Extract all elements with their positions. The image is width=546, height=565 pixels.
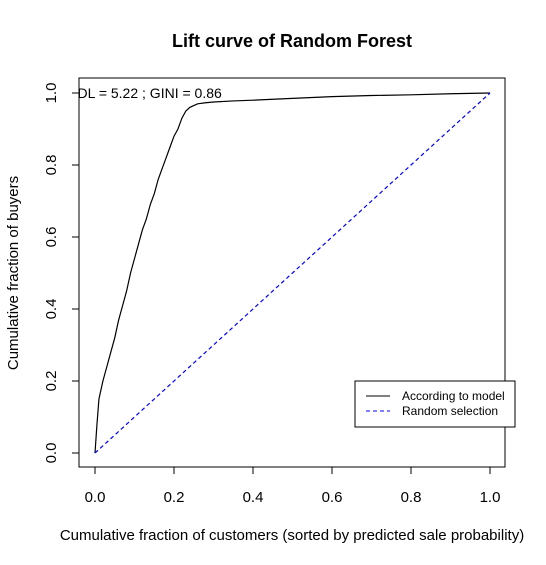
x-tick-label: 0.0 (85, 489, 106, 506)
x-tick-label: 1.0 (480, 489, 501, 506)
legend: According to model Random selection (354, 380, 516, 428)
legend-label-random: Random selection (402, 404, 498, 418)
random-selection-line (94, 92, 491, 454)
x-axis: 0.0 0.2 0.4 0.6 0.8 1.0 (85, 466, 501, 506)
y-tick-label: 0.4 (43, 299, 60, 320)
y-axis-label: Cumulative fraction of buyers (5, 176, 22, 370)
y-tick-label: 0.8 (43, 155, 60, 176)
y-axis: 0.0 0.2 0.4 0.6 0.8 1.0 (43, 83, 80, 464)
chart-title: Lift curve of Random Forest (172, 31, 412, 51)
y-tick-label: 0.2 (43, 371, 60, 392)
series-layer (94, 92, 491, 454)
x-tick-label: 0.8 (401, 489, 422, 506)
x-tick-label: 0.2 (164, 489, 185, 506)
legend-label-model: According to model (402, 389, 505, 403)
model-lift-line (94, 92, 491, 454)
y-tick-label: 0.0 (43, 443, 60, 464)
x-tick-label: 0.4 (243, 489, 264, 506)
tdl-gini-annotation: TDL = 5.22 ; GINI = 0.86 (69, 85, 222, 101)
legend-box (354, 380, 516, 428)
x-tick-label: 0.6 (322, 489, 343, 506)
y-tick-label: 0.6 (43, 227, 60, 248)
y-tick-label: 1.0 (43, 83, 60, 104)
x-axis-label: Cumulative fraction of customers (sorted… (60, 527, 524, 544)
